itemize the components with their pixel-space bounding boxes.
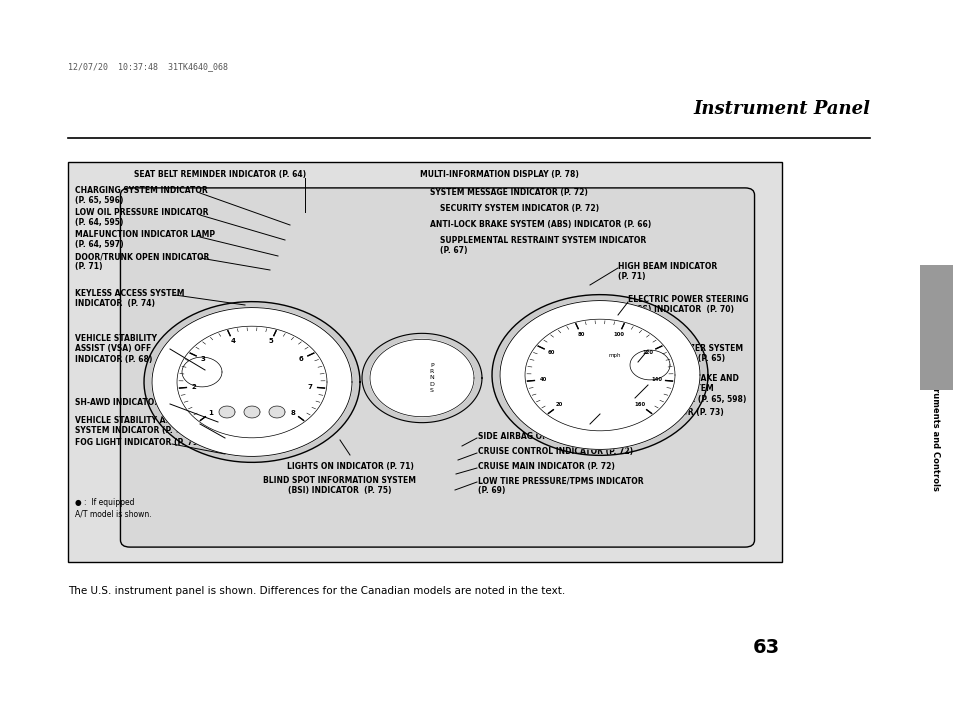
Text: 63: 63 [752, 638, 780, 657]
Text: 3: 3 [200, 356, 205, 362]
Text: Instruments and Controls: Instruments and Controls [930, 370, 939, 491]
Text: CRUISE CONTROL INDICATOR (P. 72): CRUISE CONTROL INDICATOR (P. 72) [477, 447, 633, 456]
Text: 60: 60 [547, 350, 555, 355]
Polygon shape [269, 406, 285, 418]
Text: CRUISE MAIN INDICATOR (P. 72): CRUISE MAIN INDICATOR (P. 72) [477, 462, 615, 471]
Text: 8: 8 [291, 410, 295, 415]
Text: KEYLESS ACCESS SYSTEM
INDICATOR  (P. 74): KEYLESS ACCESS SYSTEM INDICATOR (P. 74) [75, 289, 184, 308]
Text: 5: 5 [269, 338, 274, 344]
Text: SUPPLEMENTAL RESTRAINT SYSTEM INDICATOR
(P. 67): SUPPLEMENTAL RESTRAINT SYSTEM INDICATOR … [439, 236, 645, 256]
Text: PARKING BRAKE AND
BRAKE SYSTEM
INDICATOR (P. 65, 598): PARKING BRAKE AND BRAKE SYSTEM INDICATOR… [647, 374, 745, 404]
Text: LOW OIL PRESSURE INDICATOR
(P. 64, 595): LOW OIL PRESSURE INDICATOR (P. 64, 595) [75, 208, 209, 227]
Text: SEAT BELT REMINDER INDICATOR (P. 64): SEAT BELT REMINDER INDICATOR (P. 64) [133, 170, 306, 179]
Text: ELECTRIC POWER STEERING
(EPS) INDICATOR  (P. 70): ELECTRIC POWER STEERING (EPS) INDICATOR … [627, 295, 748, 315]
Polygon shape [244, 406, 260, 418]
Text: MALFUNCTION INDICATOR LAMP
(P. 64, 597): MALFUNCTION INDICATOR LAMP (P. 64, 597) [75, 230, 214, 249]
Text: mph: mph [608, 352, 620, 358]
Text: 160: 160 [634, 403, 645, 408]
Text: P
R
N
D
S: P R N D S [429, 363, 434, 393]
Polygon shape [524, 320, 675, 431]
Text: 40: 40 [539, 377, 546, 382]
Polygon shape [219, 406, 234, 418]
Text: 140: 140 [651, 377, 661, 382]
Polygon shape [152, 307, 352, 457]
Text: 12/07/20  10:37:48  31TK4640_068: 12/07/20 10:37:48 31TK4640_068 [68, 62, 228, 71]
Text: Instrument Panel: Instrument Panel [692, 100, 869, 118]
Text: 2: 2 [192, 384, 196, 390]
Text: IMMOBILIZER SYSTEM
INDICATOR (P. 65): IMMOBILIZER SYSTEM INDICATOR (P. 65) [647, 344, 742, 364]
Text: LIGHTS ON INDICATOR (P. 71): LIGHTS ON INDICATOR (P. 71) [286, 462, 413, 471]
Text: DOOR/TRUNK OPEN INDICATOR
(P. 71): DOOR/TRUNK OPEN INDICATOR (P. 71) [75, 252, 209, 271]
Text: LOW TIRE PRESSURE/TPMS INDICATOR
(P. 69): LOW TIRE PRESSURE/TPMS INDICATOR (P. 69) [477, 476, 643, 496]
Text: HIGH BEAM INDICATOR
(P. 71): HIGH BEAM INDICATOR (P. 71) [618, 262, 717, 281]
Text: ● :  If equipped
A/T model is shown.: ● : If equipped A/T model is shown. [75, 498, 152, 519]
Polygon shape [499, 300, 700, 449]
Text: SIDE AIRBAG OFF INDICATOR (P. 67): SIDE AIRBAG OFF INDICATOR (P. 67) [477, 432, 632, 441]
Polygon shape [144, 302, 359, 462]
Text: CHARGING SYSTEM INDICATOR
(P. 65, 596): CHARGING SYSTEM INDICATOR (P. 65, 596) [75, 186, 208, 205]
Text: 6: 6 [298, 356, 303, 362]
Text: 100: 100 [613, 332, 623, 337]
Polygon shape [370, 339, 474, 417]
Bar [68, 162, 781, 562]
Text: The U.S. instrument panel is shown. Differences for the Canadian models are note: The U.S. instrument panel is shown. Diff… [68, 586, 565, 596]
Text: 4: 4 [230, 338, 235, 344]
Polygon shape [492, 295, 707, 455]
Bar [919, 265, 953, 390]
Text: 1: 1 [209, 410, 213, 415]
Text: ANTI-LOCK BRAKE SYSTEM (ABS) INDICATOR (P. 66): ANTI-LOCK BRAKE SYSTEM (ABS) INDICATOR (… [430, 220, 651, 229]
Text: SH-AWD INDICATOR  (P. 73): SH-AWD INDICATOR (P. 73) [75, 398, 193, 407]
Text: 80: 80 [577, 332, 584, 337]
Text: 120: 120 [642, 350, 653, 355]
Text: 20: 20 [556, 403, 562, 408]
Polygon shape [629, 350, 669, 380]
Text: VEHICLE STABILITY
ASSIST (VSA) OFF
INDICATOR (P. 68): VEHICLE STABILITY ASSIST (VSA) OFF INDIC… [75, 334, 157, 364]
Text: VEHICLE STABILITY ASSIST (VSA)
SYSTEM INDICATOR (P. 68): VEHICLE STABILITY ASSIST (VSA) SYSTEM IN… [75, 416, 216, 435]
Text: 7: 7 [307, 384, 312, 390]
Polygon shape [182, 357, 222, 387]
Text: SECURITY SYSTEM INDICATOR (P. 72): SECURITY SYSTEM INDICATOR (P. 72) [439, 204, 598, 213]
Polygon shape [177, 326, 327, 438]
FancyBboxPatch shape [120, 188, 754, 547]
Text: MULTI-INFORMATION DISPLAY (P. 78): MULTI-INFORMATION DISPLAY (P. 78) [419, 170, 578, 179]
Text: BLIND SPOT INFORMATION SYSTEM
(BSI) INDICATOR  (P. 75): BLIND SPOT INFORMATION SYSTEM (BSI) INDI… [263, 476, 416, 496]
Text: LOW FUEL INDICATOR (P. 73): LOW FUEL INDICATOR (P. 73) [599, 408, 723, 417]
Polygon shape [361, 334, 481, 422]
Text: SYSTEM MESSAGE INDICATOR (P. 72): SYSTEM MESSAGE INDICATOR (P. 72) [430, 188, 587, 197]
Text: FOG LIGHT INDICATOR (P. 71): FOG LIGHT INDICATOR (P. 71) [75, 438, 201, 447]
